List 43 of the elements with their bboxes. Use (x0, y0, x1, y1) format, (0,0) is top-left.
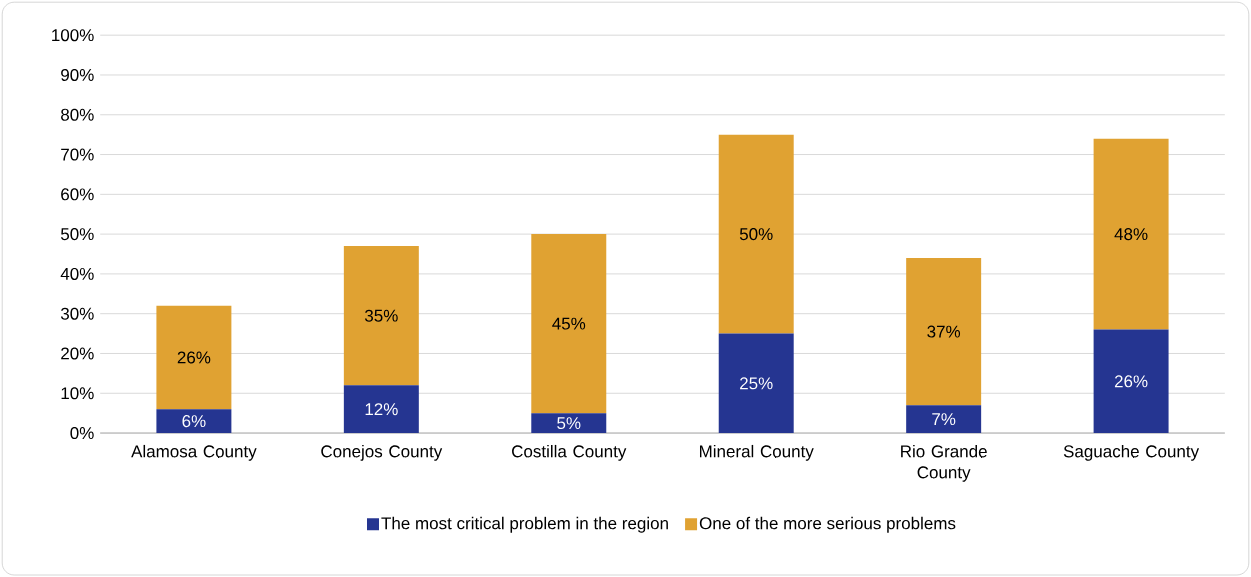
y-tick-label: 30% (60, 307, 94, 320)
data-label: 6% (182, 415, 206, 428)
bar (1093, 329, 1169, 433)
data-label: 26% (177, 351, 211, 364)
data-label: 35% (364, 309, 398, 322)
data-label: 26% (1114, 375, 1148, 388)
bar (156, 409, 232, 433)
y-tick-label: 10% (61, 387, 94, 400)
x-tick-label: Costilla County (512, 444, 627, 461)
data-label: 25% (740, 377, 773, 390)
legend-label: The most critical problem in the region (381, 516, 668, 533)
bar (718, 134, 794, 334)
bar (906, 405, 982, 433)
x-tick-label: Saguache County (1063, 444, 1200, 461)
bar (531, 413, 607, 433)
y-tick-label: 90% (61, 68, 94, 81)
data-label: 7% (932, 413, 956, 425)
y-tick-label: 50% (60, 228, 94, 241)
y-tick-label: 20% (61, 347, 94, 360)
y-tick-label: 100% (52, 29, 94, 42)
data-label: 50% (739, 228, 773, 241)
data-label: 5% (557, 417, 581, 429)
x-tick-label: Mineral County (700, 444, 814, 461)
x-tick-label: Rio Grande County (901, 444, 987, 482)
y-tick-label: 40% (60, 267, 94, 280)
data-label: 48% (1114, 228, 1148, 241)
data-label: 12% (365, 403, 398, 416)
bar (531, 234, 607, 414)
bar (906, 257, 982, 406)
bar (718, 333, 794, 433)
y-tick-label: 0% (70, 426, 94, 439)
y-tick-label: 60% (61, 188, 94, 201)
bar (156, 305, 232, 410)
y-tick-label: 70% (61, 148, 94, 161)
legend-label: One of the more serious problems (699, 516, 956, 533)
x-tick-label: Conejos County (321, 444, 443, 461)
data-label: 37% (927, 325, 961, 338)
bar (343, 245, 419, 386)
y-tick-label: 80% (61, 108, 94, 121)
bar (343, 385, 419, 433)
bar (1093, 138, 1169, 330)
data-label: 45% (552, 317, 586, 330)
x-tick-label: Alamosa County (131, 444, 257, 461)
